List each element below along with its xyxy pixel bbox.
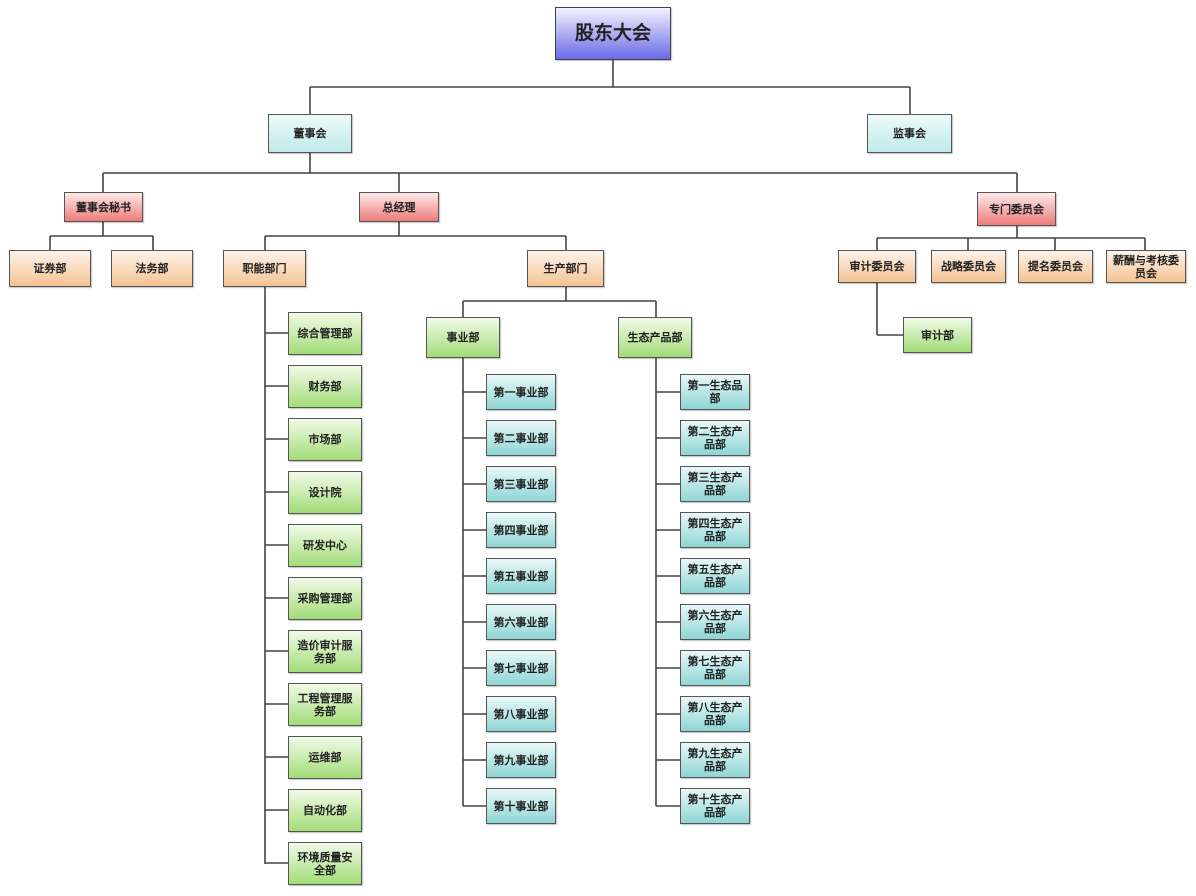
functional-department-box[interactable]: 工程管理服务部 (288, 683, 362, 726)
functional-department-box[interactable]: 造价审计服务部 (288, 630, 362, 673)
eco-product-unit-box[interactable]: 第八生态产品部 (680, 696, 750, 732)
eco-product-unit-box[interactable]: 第五生态产品部 (680, 558, 750, 594)
node-stcpb[interactable]: 生态产品部 (618, 317, 692, 358)
eco-product-unit-box[interactable]: 第二生态产品部 (680, 420, 750, 456)
eco-product-unit-box[interactable]: 第六生态产品部 (680, 604, 750, 640)
business-unit-box[interactable]: 第七事业部 (486, 650, 556, 686)
business-unit-box[interactable]: 第三事业部 (486, 466, 556, 502)
node-syb[interactable]: 事业部 (426, 317, 500, 358)
node-sjb[interactable]: 审计部 (903, 317, 972, 353)
node-xcwyh[interactable]: 薪酬与考核委员会 (1106, 250, 1186, 283)
functional-department-box[interactable]: 运维部 (288, 736, 362, 779)
node-tmwyh[interactable]: 提名委员会 (1018, 250, 1093, 283)
business-unit-box[interactable]: 第五事业部 (486, 558, 556, 594)
node-fwb[interactable]: 法务部 (111, 250, 193, 287)
business-unit-box[interactable]: 第一事业部 (486, 374, 556, 410)
business-unit-box[interactable]: 第四事业部 (486, 512, 556, 548)
functional-department-box[interactable]: 设计院 (288, 471, 362, 514)
eco-product-unit-box[interactable]: 第三生态产品部 (680, 466, 750, 502)
node-zmwyh[interactable]: 专门委员会 (977, 192, 1056, 226)
node-zqb[interactable]: 证券部 (9, 250, 91, 287)
business-unit-box[interactable]: 第十事业部 (486, 788, 556, 824)
node-gd[interactable]: 股东大会 (555, 7, 671, 60)
node-scbm[interactable]: 生产部门 (527, 250, 604, 287)
business-unit-box[interactable]: 第二事业部 (486, 420, 556, 456)
functional-department-box[interactable]: 综合管理部 (288, 312, 362, 355)
eco-product-unit-box[interactable]: 第九生态产品部 (680, 742, 750, 778)
business-unit-box[interactable]: 第六事业部 (486, 604, 556, 640)
node-zlwyh[interactable]: 战略委员会 (931, 250, 1006, 283)
node-znbm[interactable]: 职能部门 (223, 250, 306, 287)
node-dsh[interactable]: 董事会 (268, 114, 352, 153)
eco-product-unit-box[interactable]: 第十生态产品部 (680, 788, 750, 824)
functional-department-box[interactable]: 采购管理部 (288, 577, 362, 620)
functional-department-box[interactable]: 环境质量安全部 (288, 842, 362, 885)
eco-product-unit-box[interactable]: 第七生态产品部 (680, 650, 750, 686)
node-jsh[interactable]: 监事会 (867, 114, 952, 153)
functional-department-box[interactable]: 财务部 (288, 365, 362, 408)
node-sjwyh[interactable]: 审计委员会 (838, 250, 916, 283)
eco-product-unit-box[interactable]: 第四生态产品部 (680, 512, 750, 548)
functional-department-box[interactable]: 研发中心 (288, 524, 362, 567)
functional-department-box[interactable]: 市场部 (288, 418, 362, 461)
eco-product-unit-box[interactable]: 第一生态品部 (680, 374, 750, 410)
node-zjl[interactable]: 总经理 (359, 192, 439, 222)
business-unit-box[interactable]: 第八事业部 (486, 696, 556, 732)
node-mish[interactable]: 董事会秘书 (64, 192, 143, 222)
business-unit-box[interactable]: 第九事业部 (486, 742, 556, 778)
functional-department-box[interactable]: 自动化部 (288, 789, 362, 832)
